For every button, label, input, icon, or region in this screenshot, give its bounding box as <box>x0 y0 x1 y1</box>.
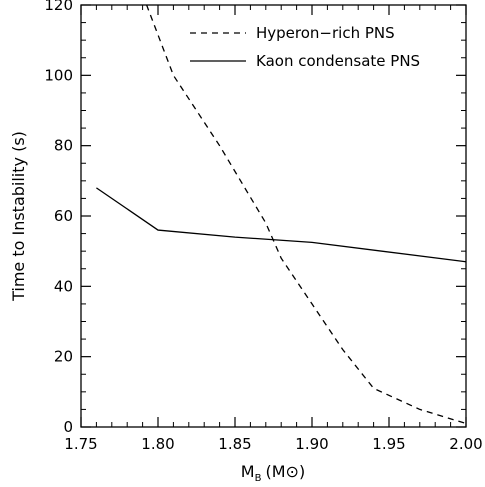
x-axis-label-unit: (M⊙) <box>265 462 305 481</box>
x-tick-label: 1.80 <box>141 435 174 453</box>
y-tick-label: 120 <box>44 0 73 14</box>
legend-label-hyperon: Hyperon−rich PNS <box>256 24 395 42</box>
series-layer <box>96 5 466 425</box>
x-tick-label: 1.85 <box>218 435 251 453</box>
legend: Hyperon−rich PNS Kaon condensate PNS <box>190 24 420 70</box>
y-tick-label: 100 <box>44 66 73 84</box>
series-line-hyperon <box>145 5 466 425</box>
x-tick-label: 1.75 <box>64 435 97 453</box>
y-tick-label: 0 <box>63 418 73 436</box>
x-tick-label: 2.00 <box>449 435 482 453</box>
x-axis-label-main: M <box>241 462 255 481</box>
y-tick-label: 40 <box>54 277 73 295</box>
x-tick-label: 1.95 <box>372 435 405 453</box>
series-line-kaon <box>96 187 466 263</box>
y-tick-label: 20 <box>54 348 73 366</box>
ticks-layer: 1.75 1.80 1.85 1.90 1.95 2.00 0 20 40 60 80 100 120 <box>44 0 482 453</box>
y-tick-label: 80 <box>54 137 73 155</box>
legend-label-kaon: Kaon condensate PNS <box>256 52 420 70</box>
x-axis-label-sub: B <box>255 473 262 484</box>
x-tick-label: 1.90 <box>295 435 328 453</box>
y-axis-label: Time to Instability (s) <box>9 131 28 302</box>
x-axis-label: MB (M⊙) <box>241 462 305 484</box>
y-tick-label: 60 <box>54 207 73 225</box>
